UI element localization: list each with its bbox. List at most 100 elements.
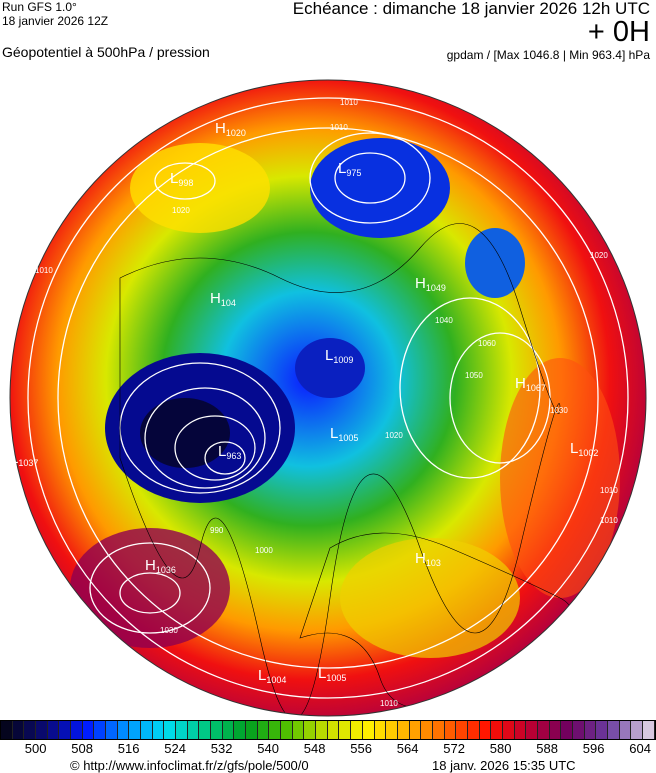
field-title: Géopotentiel à 500hPa / pression — [2, 44, 210, 60]
colorbar-cell — [222, 721, 235, 739]
colorbar-cell — [537, 721, 550, 739]
colorbar-tick: 556 — [350, 741, 372, 756]
isobar-label: 1030 — [160, 626, 178, 635]
colorbar-cell — [36, 721, 48, 739]
high-pressure-center: H1049 — [415, 275, 446, 293]
colorbar-cell — [619, 721, 632, 739]
low-pressure-center: L1037 — [10, 450, 38, 468]
low-pressure-center: L1009 — [325, 347, 353, 365]
high-pressure-center: H103 — [415, 550, 441, 568]
isobar-label: 1000 — [70, 631, 88, 640]
colorbar-cell — [631, 721, 643, 739]
colorbar-tick: 516 — [117, 741, 140, 756]
colorbar-cell — [257, 721, 270, 739]
colorbar-cell — [129, 721, 142, 739]
colorbar-cell — [269, 721, 282, 739]
high-pressure-center: H104 — [210, 290, 236, 308]
isobar-label: 1050 — [465, 371, 483, 380]
colorbar-cell — [339, 721, 352, 739]
colorbar-tick: 596 — [582, 741, 605, 756]
colorbar-cell — [596, 721, 608, 739]
colorbar-cell — [491, 721, 503, 739]
colorbar-cell — [607, 721, 620, 739]
lead-time: + 0H — [587, 16, 650, 48]
colorbar-cell — [549, 721, 562, 739]
colorbar-cell — [397, 721, 410, 739]
isobar-label: 1000 — [255, 546, 273, 555]
colorbar-cell — [187, 721, 200, 739]
high-pressure-center: H1020 — [215, 120, 246, 138]
colorbar-cell — [467, 721, 480, 739]
colorbar-cell — [316, 721, 328, 739]
run-date: 18 janvier 2026 12Z — [2, 14, 109, 28]
colorbar-cell — [47, 721, 60, 739]
colorbar-tick: 500 — [24, 741, 47, 756]
low-pressure-center: L975 — [338, 160, 361, 178]
isobar-label: 1020 — [590, 251, 608, 260]
colorbar-cell — [106, 721, 118, 739]
forecast-time: Echéance : dimanche 18 janvier 2026 12h … — [292, 0, 650, 18]
low-pressure-center: L1005 — [330, 425, 358, 443]
colorbar-cell — [94, 721, 107, 739]
colorbar-cell — [526, 721, 538, 739]
polar-map: H1020 L998 L975 H1049 H104 L1009 L1005 H1067 L96… — [9, 78, 647, 717]
colorbar-cell — [304, 721, 317, 739]
colorbar-tick: 588 — [536, 741, 558, 756]
colorbar-tick: 564 — [396, 741, 419, 756]
isobar-label: 1020 — [385, 431, 403, 440]
isobar-label: 1010 — [340, 98, 358, 107]
low-pressure-center: L1004 — [258, 667, 286, 685]
colorbar-cell — [479, 721, 492, 739]
colorbar-tick: 532 — [210, 741, 233, 756]
colorbar-cell — [246, 721, 258, 739]
colorbar-cell — [327, 721, 340, 739]
colorbar-tick: 540 — [257, 741, 279, 756]
colorbar-cell — [444, 721, 457, 739]
isobar-label: 1010 — [35, 266, 53, 275]
colorbar-cell — [502, 721, 515, 739]
colorbar-cell — [71, 721, 83, 739]
isobar-label: 1040 — [435, 316, 453, 325]
colorbar-cell — [12, 721, 25, 739]
colorbar-cell — [117, 721, 130, 739]
low-pressure-center: L1005 — [318, 665, 346, 683]
high-pressure-center: H1036 — [145, 557, 176, 575]
colorbar-cell — [514, 721, 527, 739]
source-link[interactable]: © http://www.infoclimat.fr/z/gfs/pole/50… — [70, 758, 309, 773]
isobar-label: 1020 — [115, 651, 133, 660]
colorbar-tick: 548 — [303, 741, 326, 756]
isobar-label: 1020 — [172, 206, 190, 215]
isobar-label: 1010 — [600, 78, 618, 85]
colorbar — [0, 720, 656, 740]
colorbar-tick: 604 — [629, 741, 651, 756]
colorbar-cell — [82, 721, 95, 739]
colorbar-cell — [561, 721, 573, 739]
colorbar-cell — [199, 721, 212, 739]
colorbar-cell — [456, 721, 468, 739]
colorbar-cell — [234, 721, 247, 739]
low-pressure-center: L998 — [170, 170, 193, 188]
low-pressure-center: L963 — [218, 443, 241, 461]
colorbar-cell — [374, 721, 387, 739]
colorbar-cell — [152, 721, 165, 739]
isobar-label: 1060 — [478, 339, 496, 348]
isobar-label: 990 — [210, 526, 224, 535]
colorbar-cell — [386, 721, 398, 739]
isobar-label: 1010 — [330, 123, 348, 132]
colorbar-cell — [421, 721, 433, 739]
colorbar-tick: 572 — [443, 741, 465, 756]
colorbar-tick: 524 — [164, 741, 186, 756]
colorbar-cell — [409, 721, 422, 739]
colorbar-cell — [432, 721, 445, 739]
colorbar-cell — [176, 721, 188, 739]
colorbar-cell — [24, 721, 37, 739]
isobar-label: 1010 — [600, 516, 618, 525]
colorbar-cell — [1, 721, 13, 739]
colorbar-cell — [642, 721, 655, 739]
units-range: gpdam / [Max 1046.8 | Min 963.4] hPa — [446, 48, 650, 62]
colorbar-tick: 580 — [489, 741, 512, 756]
colorbar-cell — [211, 721, 223, 739]
isobar-label: 1030 — [550, 406, 568, 415]
generated-timestamp: 18 janv. 2026 15:35 UTC — [432, 758, 576, 773]
